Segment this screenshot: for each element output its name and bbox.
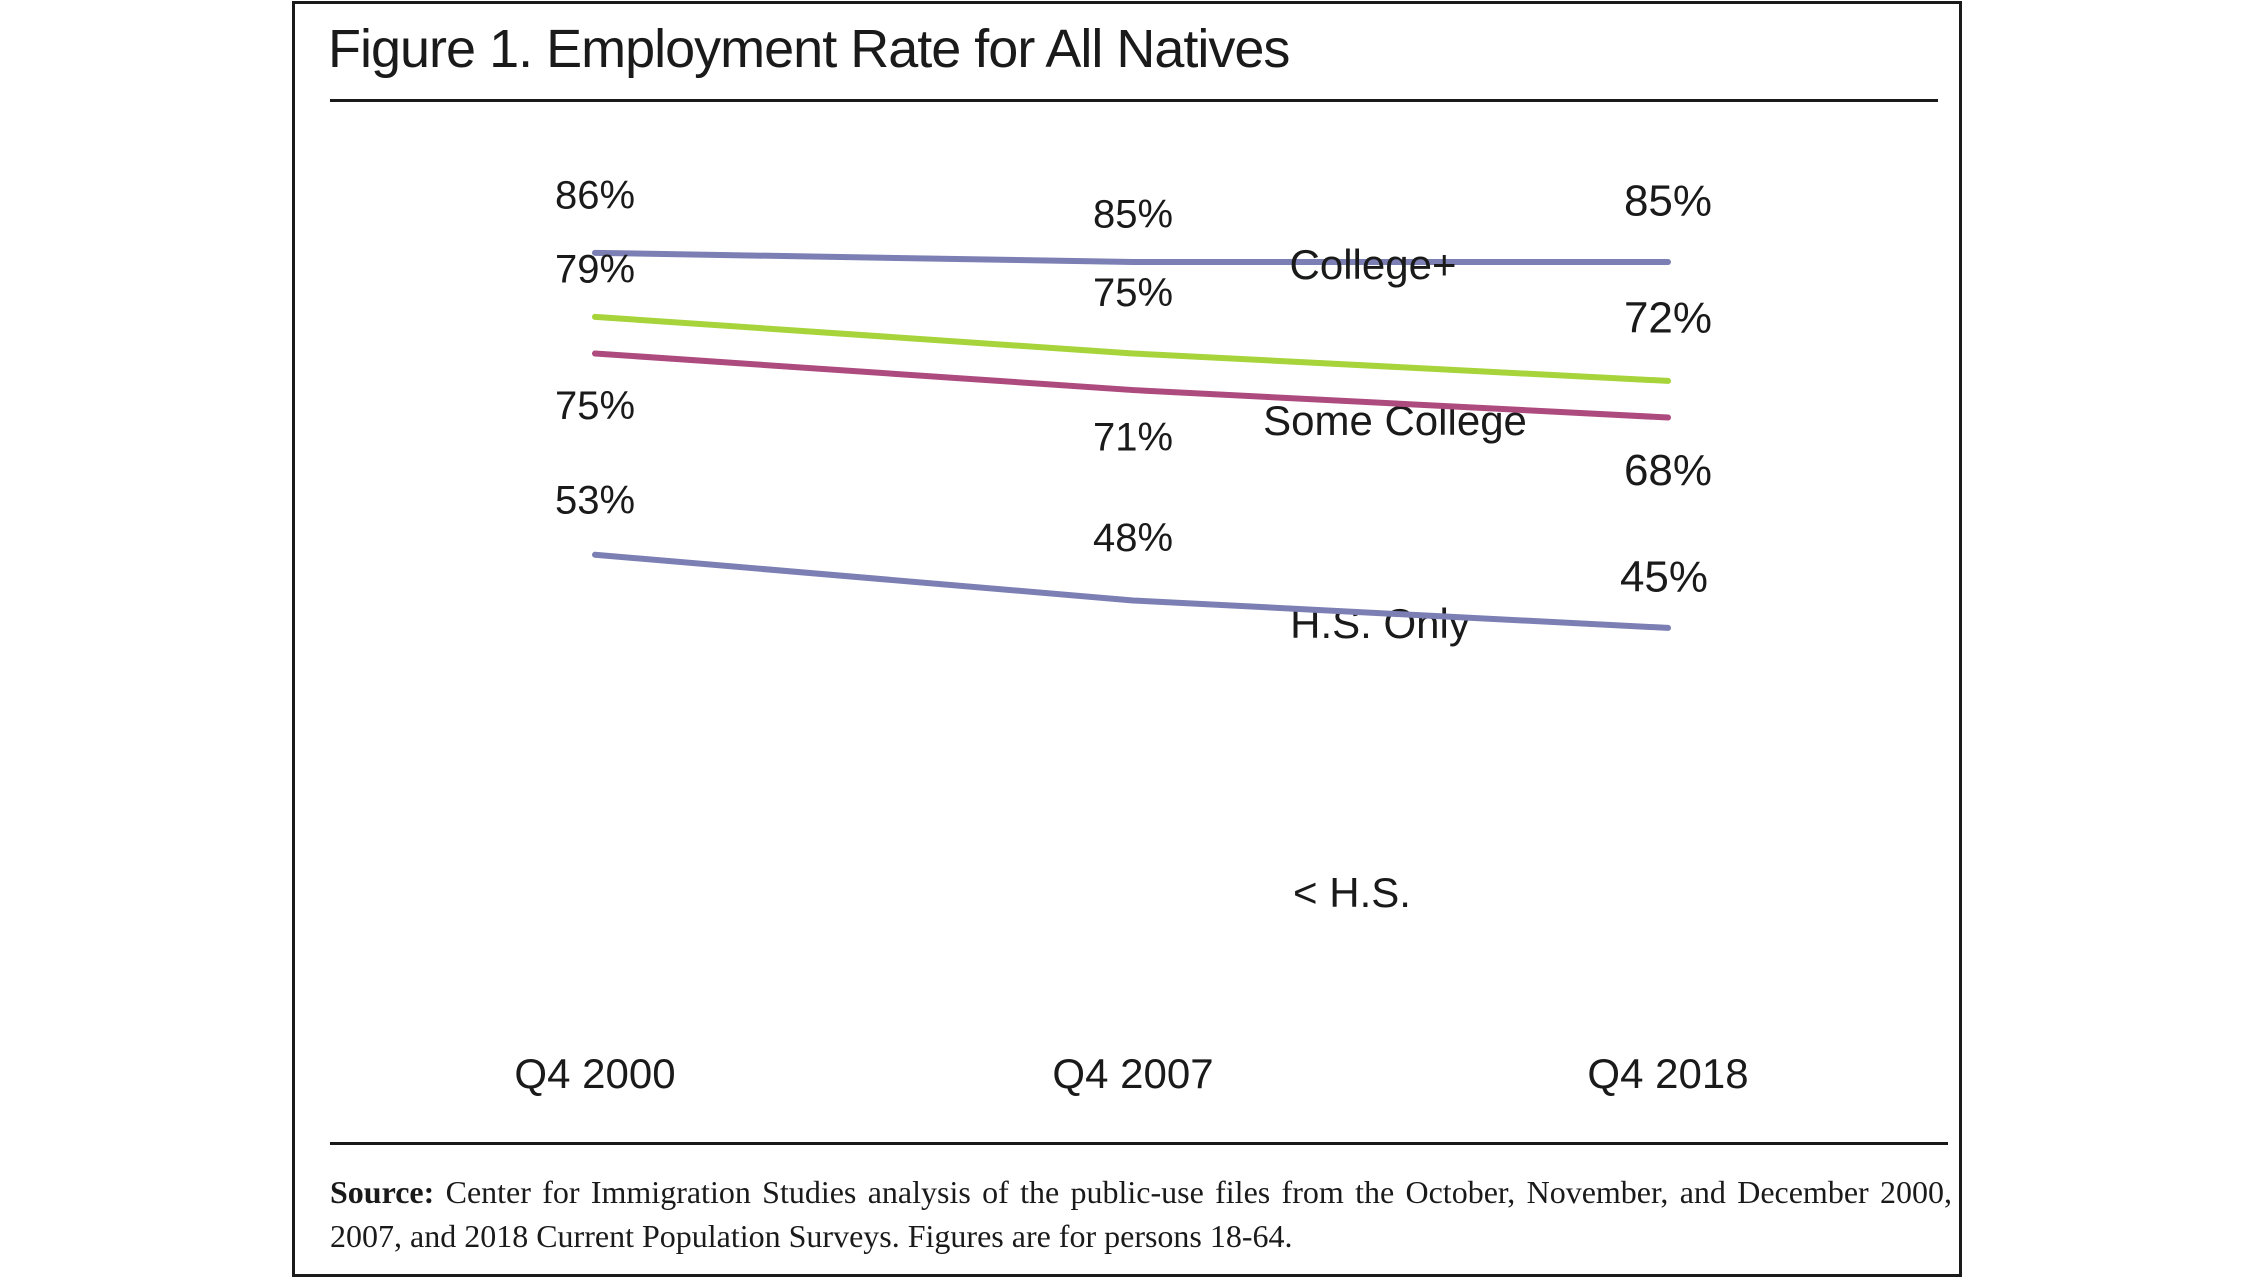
x-tick-label-1: Q4 2000 [514,1050,675,1097]
source-note: Source: Center for Immigration Studies a… [330,1170,1952,1258]
series-line-some-college [592,313,1671,384]
source-text: Center for Immigration Studies analysis … [330,1174,1953,1254]
data-label-less-than-h-s-2: 48% [1093,516,1173,560]
data-label-less-than-h-s-3: 45% [1620,553,1708,602]
data-label-college-plus-3: 85% [1624,177,1712,226]
source-rule [330,1142,1948,1145]
series-line-college-plus [592,249,1671,265]
data-label-h-s-only-1: 75% [555,384,635,428]
x-tick-label-2: Q4 2007 [1052,1050,1213,1097]
data-label-college-plus-2: 85% [1093,193,1173,237]
data-label-college-plus-1: 86% [555,173,635,217]
series-label-less-than-h-s: < H.S. [1293,869,1411,916]
series-line-h-s-only [592,350,1671,421]
data-label-h-s-only-3: 68% [1624,446,1712,495]
data-label-h-s-only-2: 71% [1093,416,1173,460]
x-tick-label-3: Q4 2018 [1587,1050,1748,1097]
figure-frame [292,1,1962,1277]
title-rule [330,99,1938,102]
data-label-less-than-h-s-1: 53% [555,478,635,522]
data-label-some-college-1: 79% [555,247,635,291]
source-label: Source: [330,1174,435,1210]
series-label-college-plus: College+ [1290,241,1457,288]
data-label-some-college-2: 75% [1093,271,1173,315]
series-line-less-than-h-s [592,551,1671,631]
data-label-some-college-3: 72% [1624,294,1712,343]
figure-title: Figure 1. Employment Rate for All Native… [328,19,1290,79]
